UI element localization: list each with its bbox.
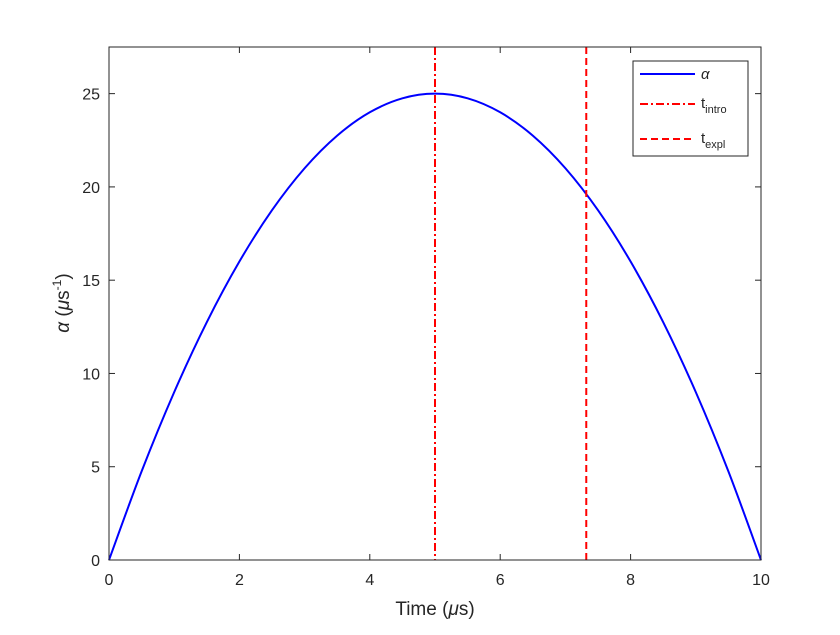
legend-label-t-expl: texpl bbox=[701, 130, 725, 151]
x-tick-label: 2 bbox=[235, 572, 244, 589]
x-tick-label: 0 bbox=[105, 572, 114, 589]
y-tick-label: 25 bbox=[82, 87, 100, 104]
y-tick-label: 5 bbox=[91, 460, 100, 477]
series-line-alpha bbox=[108, 92, 762, 561]
x-tick-label: 10 bbox=[752, 572, 770, 589]
y-axis-label: α (μs-1) bbox=[50, 273, 74, 332]
legend-label-alpha: α bbox=[701, 66, 710, 83]
x-tick-label: 4 bbox=[365, 572, 374, 589]
legend-label-t-intro: tintro bbox=[701, 95, 727, 116]
x-tick-label: 8 bbox=[626, 572, 635, 589]
y-tick-label: 15 bbox=[82, 273, 100, 290]
series-layer bbox=[108, 47, 762, 561]
x-tick-label: 6 bbox=[496, 572, 505, 589]
tick-layer: 0 2 4 6 8 10 0 5 10 15 20 25 bbox=[82, 47, 770, 589]
plot-frame bbox=[108, 46, 762, 561]
y-tick-label: 10 bbox=[82, 366, 100, 383]
y-tick-label: 0 bbox=[91, 553, 100, 570]
legend-box bbox=[632, 60, 749, 157]
x-axis-label: Time (μs) bbox=[395, 599, 474, 620]
y-tick-label: 20 bbox=[82, 180, 100, 197]
legend: α tintro texpl bbox=[632, 60, 749, 157]
